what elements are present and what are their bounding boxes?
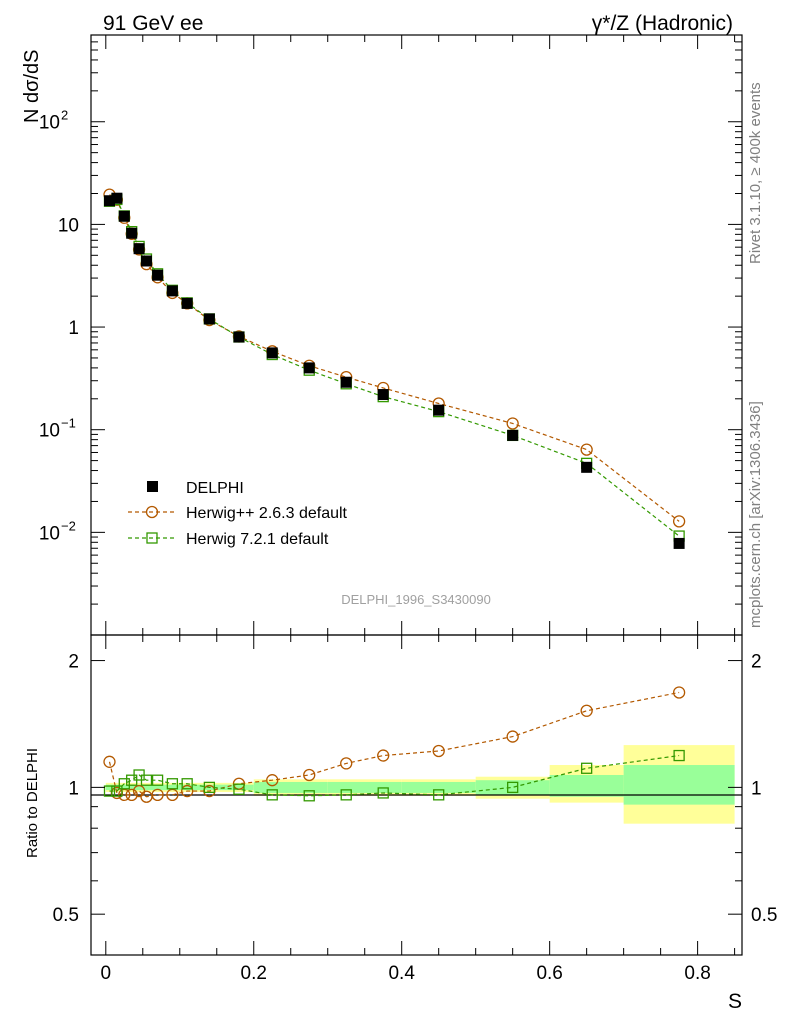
main-y-tick-exponent-0: 2 xyxy=(61,108,68,123)
ratio-point-s1-1 xyxy=(111,785,123,797)
ratio-point-s0-14 xyxy=(377,749,390,762)
ratio-point-s1-12 xyxy=(303,790,315,802)
legend-label-herwig7: Herwig 7.2.1 default xyxy=(186,531,329,548)
ratio-point-s0-13 xyxy=(340,757,353,770)
main-y-tick-label-4: 10 xyxy=(39,523,60,544)
ratio-band-inner-3 xyxy=(401,781,476,793)
ratio-y-tick-label-1: 1 xyxy=(68,778,79,799)
main-point-s1-16 xyxy=(506,417,519,430)
ratio-y-tick-label-right-2: 2 xyxy=(751,652,762,673)
ratio-point-s0-0 xyxy=(103,755,116,768)
main-y-tick-exponent-3: −1 xyxy=(61,416,76,431)
ratio-band-inner-2 xyxy=(327,781,402,793)
analysis-tag: DELPHI_1996_S3430090 xyxy=(341,592,491,607)
ratio-point-s0-12 xyxy=(303,768,316,782)
main-series-line-1 xyxy=(109,194,680,522)
main-point-s1-18 xyxy=(672,515,686,528)
ratio-point-s1-13 xyxy=(340,789,352,801)
main-point-s0-13 xyxy=(340,376,352,388)
main-point-s0-10 xyxy=(233,331,245,343)
ratio-band-inner-5 xyxy=(549,774,624,797)
ratio-point-s0-11 xyxy=(266,774,279,787)
ratio-y-axis-label: Ratio to DELPHI xyxy=(24,748,41,858)
main-y-tick-label-2: 1 xyxy=(68,318,79,339)
legend-label-herwigpp: Herwig++ 2.6.3 default xyxy=(186,505,348,522)
source-label: mcplots.cern.ch [arXiv:1306.3436] xyxy=(747,401,764,628)
main-y-tick-label-0: 10 xyxy=(39,113,60,134)
legend-marker-delphi xyxy=(147,481,158,492)
legend-marker-herwigpp xyxy=(145,505,159,519)
main-point-s0-4 xyxy=(133,243,145,255)
ratio-point-s1-18 xyxy=(673,749,685,762)
ratio-y-tick-label-2: 2 xyxy=(68,652,79,673)
ratio-point-s1-11 xyxy=(266,789,278,801)
ratio-point-s1-10 xyxy=(233,783,245,795)
legend-label-delphi: DELPHI xyxy=(186,480,244,497)
ratio-point-s1-9 xyxy=(203,781,216,794)
ratio-point-s0-8 xyxy=(181,784,194,798)
x-tick-label-0: 0 xyxy=(101,963,112,984)
main-point-s1-17 xyxy=(580,443,593,456)
main-point-s0-8 xyxy=(181,297,193,309)
main-point-s0-11 xyxy=(266,347,278,359)
ratio-series-line-0 xyxy=(108,691,680,798)
ratio-point-s1-0 xyxy=(103,785,116,797)
main-point-s0-18 xyxy=(673,537,685,549)
ratio-point-s1-5 xyxy=(140,774,153,786)
legend-marker-herwig7 xyxy=(146,532,158,544)
main-y-axis-label: N dσ/dS xyxy=(21,50,43,124)
ratio-point-s0-17 xyxy=(580,704,593,717)
main-point-s0-2 xyxy=(118,210,130,222)
rivet-label: Rivet 3.1.10, ≥ 400k events xyxy=(747,82,764,264)
header-left-title: 91 GeV ee xyxy=(103,12,203,35)
main-point-s0-7 xyxy=(166,285,178,297)
ratio-point-s1-2 xyxy=(118,778,130,790)
ratio-point-s1-14 xyxy=(377,787,389,799)
ratio-point-s1-17 xyxy=(580,762,593,774)
ratio-y-tick-label-right-0: 0.5 xyxy=(751,905,777,926)
main-point-s0-3 xyxy=(126,227,138,239)
ratio-point-s0-6 xyxy=(151,788,164,801)
main-y-tick-exponent-4: −2 xyxy=(61,518,76,533)
ratio-point-s0-3 xyxy=(125,788,138,801)
ratio-band-inner-0 xyxy=(105,784,254,791)
main-point-s0-14 xyxy=(377,389,389,401)
ratio-point-s0-18 xyxy=(672,686,686,699)
ratio-band-inner-4 xyxy=(475,780,550,795)
main-point-s0-1 xyxy=(111,192,123,204)
main-point-s0-17 xyxy=(581,461,593,473)
ratio-band-inner-1 xyxy=(253,781,328,793)
ratio-y-tick-label-0: 0.5 xyxy=(53,905,79,926)
ratio-point-s1-16 xyxy=(507,781,519,794)
main-y-tick-label-3: 10 xyxy=(39,421,60,442)
ratio-point-s1-6 xyxy=(151,774,164,786)
ratio-point-s1-15 xyxy=(433,789,445,801)
ratio-series-line-1 xyxy=(109,754,680,797)
ratio-y-tick-label-right-1: 1 xyxy=(751,778,762,799)
ratio-frame xyxy=(90,634,743,956)
ratio-point-s0-16 xyxy=(506,730,519,743)
x-axis-label: S xyxy=(728,990,742,1013)
x-tick-label-2: 0.4 xyxy=(388,963,415,984)
x-tick-label-1: 0.2 xyxy=(241,963,267,984)
main-point-s0-6 xyxy=(152,269,164,281)
ratio-band-inner-6 xyxy=(623,765,735,805)
ratio-point-s1-8 xyxy=(181,778,193,790)
main-point-s0-15 xyxy=(433,404,445,416)
ratio-panel: 0.5 0.5 1 1 2 2 0 0.2 0.4 0.6 0.8 xyxy=(53,634,777,984)
main-point-s0-12 xyxy=(303,362,315,374)
main-point-s0-16 xyxy=(507,429,519,441)
header-right-title: γ*/Z (Hadronic) xyxy=(592,12,733,35)
legend: DELPHI Herwig++ 2.6.3 default Herwig 7.2… xyxy=(128,480,348,548)
main-point-s0-5 xyxy=(140,255,152,267)
x-tick-label-4: 0.8 xyxy=(684,963,710,984)
main-y-tick-label-1: 10 xyxy=(58,215,79,236)
main-point-s0-0 xyxy=(103,195,115,207)
main-point-s0-9 xyxy=(203,313,215,325)
ratio-point-s1-7 xyxy=(166,778,179,790)
x-tick-label-3: 0.6 xyxy=(536,963,562,984)
ratio-point-s0-15 xyxy=(432,744,445,758)
